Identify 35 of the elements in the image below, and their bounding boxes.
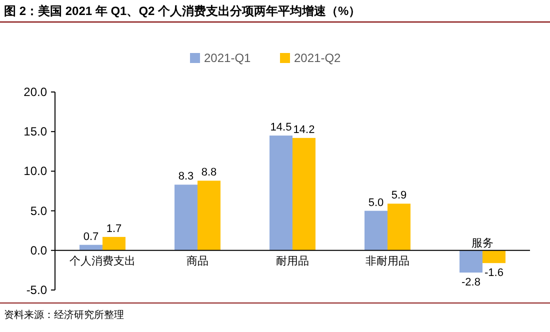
- bar: [364, 210, 388, 250]
- data-label: 0.7: [83, 230, 99, 243]
- chart-title: 图 2：美国 2021 年 Q1、Q2 个人消费支出分项两年平均增速（%）: [4, 4, 361, 18]
- y-tick-label: 10.0: [24, 164, 48, 178]
- data-label: 5.9: [391, 190, 407, 202]
- data-label: -1.6: [484, 267, 504, 280]
- bar: [482, 250, 506, 264]
- data-label: 14.5: [270, 122, 292, 134]
- text: 资料来源：经济研究所整理: [4, 309, 124, 321]
- x-tick-label: 非耐用品: [366, 254, 410, 268]
- y-tick-label: 15.0: [24, 124, 48, 139]
- data-label: -2.8: [462, 276, 480, 289]
- x-tick-label: 耐用品: [276, 255, 309, 268]
- y-tick-label: 0.0: [30, 243, 48, 258]
- legend-label: 2021-Q2: [294, 51, 342, 65]
- x-tick-label: 商品: [186, 254, 208, 268]
- bar: [198, 180, 220, 250]
- data-label: 1.7: [106, 222, 122, 235]
- y-tick-label: 5.0: [30, 204, 48, 218]
- bar: [460, 250, 482, 273]
- data-label: 14.2: [293, 124, 315, 136]
- x-tick-label: 服务: [472, 237, 494, 250]
- bar: [80, 244, 102, 250]
- x-tick-label: 个人消费支出: [70, 254, 136, 268]
- bar: [270, 136, 292, 250]
- data-label: 8.3: [178, 170, 194, 183]
- data-label: 8.8: [201, 166, 217, 179]
- y-tick-label: -5.0: [26, 283, 48, 297]
- data-label: 5.0: [368, 196, 384, 209]
- bar: [102, 236, 126, 250]
- legend-label: 2021-Q1: [204, 51, 252, 65]
- bar: [388, 204, 410, 250]
- bar: [292, 138, 316, 250]
- bar: [174, 184, 198, 250]
- y-tick-label: 20.0: [24, 85, 48, 99]
